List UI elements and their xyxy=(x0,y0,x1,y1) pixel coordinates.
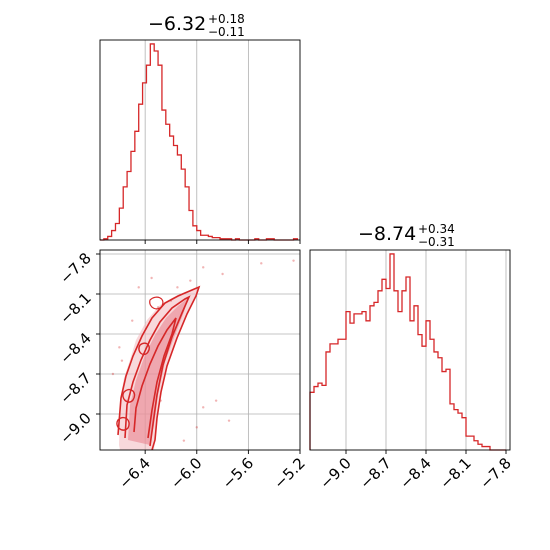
y-tick-label: −9.0 xyxy=(56,409,94,447)
contour-blob-1 xyxy=(138,342,150,356)
scatter-point xyxy=(227,419,231,422)
scatter-point xyxy=(292,259,295,262)
histogram-param2-series xyxy=(309,253,506,451)
scatter-point xyxy=(189,279,192,282)
scatter-point xyxy=(156,306,160,309)
y-tick-label: −8.1 xyxy=(56,289,94,327)
x-tick-label: −6.0 xyxy=(167,454,205,492)
title-param2-upper-error: +0.34 xyxy=(418,222,455,236)
scatter-point xyxy=(195,426,198,429)
scatter-point xyxy=(150,276,153,280)
panel-2d-frame xyxy=(99,249,301,451)
panel-2d-param1-param2: −6.4 −6.0 −5.6 −5.2 −7.8−8.1−8.4−8.7−9.0 xyxy=(56,249,308,492)
scatter-point xyxy=(182,439,186,442)
x-tick-label: −8.7 xyxy=(356,454,394,492)
panel-hist-param1-frame xyxy=(99,39,301,241)
title-param1-value: −6.32 xyxy=(148,13,206,35)
title-param1-upper-error: +0.18 xyxy=(208,12,245,26)
scatter-point xyxy=(260,262,263,265)
title-param2-lower-error: −0.31 xyxy=(418,235,455,249)
x-tick-label: −6.4 xyxy=(115,454,153,492)
scatter-point xyxy=(111,372,115,376)
scatter-point xyxy=(159,399,162,402)
scatter-point xyxy=(137,286,140,289)
scatter-point xyxy=(221,272,224,276)
contour-blob-4 xyxy=(149,296,164,310)
x-tick-label: −8.4 xyxy=(396,454,434,492)
y-tick-label: −7.8 xyxy=(56,249,94,287)
scatter-point xyxy=(118,346,121,349)
x-tick-label: −5.6 xyxy=(219,454,257,492)
histogram-param1-series xyxy=(100,43,299,241)
title-param1-lower-error: −0.11 xyxy=(208,25,245,39)
x-tick-label: −9.0 xyxy=(316,454,354,492)
scatter-point xyxy=(124,399,128,402)
panel-hist-param2: −9.0 −8.7 −8.4 −8.1 −7.8 −8.74 +0.34 −0.31 xyxy=(309,222,515,493)
scatter-point xyxy=(202,406,205,409)
scatter-point xyxy=(169,299,173,302)
title-param2-value: −8.74 xyxy=(358,223,416,245)
y-tick-label: −8.4 xyxy=(56,329,94,367)
x-tick-label: −5.2 xyxy=(270,454,308,492)
panel-hist-param1: −6.32 +0.18 −0.11 xyxy=(99,12,301,244)
x-tick-label: −8.1 xyxy=(436,454,474,492)
contour-middle xyxy=(124,295,191,447)
contour-outer xyxy=(117,285,201,450)
contour-inner xyxy=(133,317,177,439)
panel-hist-param2-frame xyxy=(309,249,511,451)
contour-blob-3 xyxy=(116,416,130,431)
contour-blob-2 xyxy=(122,388,136,403)
scatter-point xyxy=(214,399,218,402)
scatter-point xyxy=(131,319,134,322)
scatter-point xyxy=(202,266,205,269)
y-tick-label: −8.7 xyxy=(56,369,94,407)
scatter-point xyxy=(176,286,179,289)
scatter-point xyxy=(120,359,124,362)
x-tick-label: −7.8 xyxy=(476,454,514,492)
